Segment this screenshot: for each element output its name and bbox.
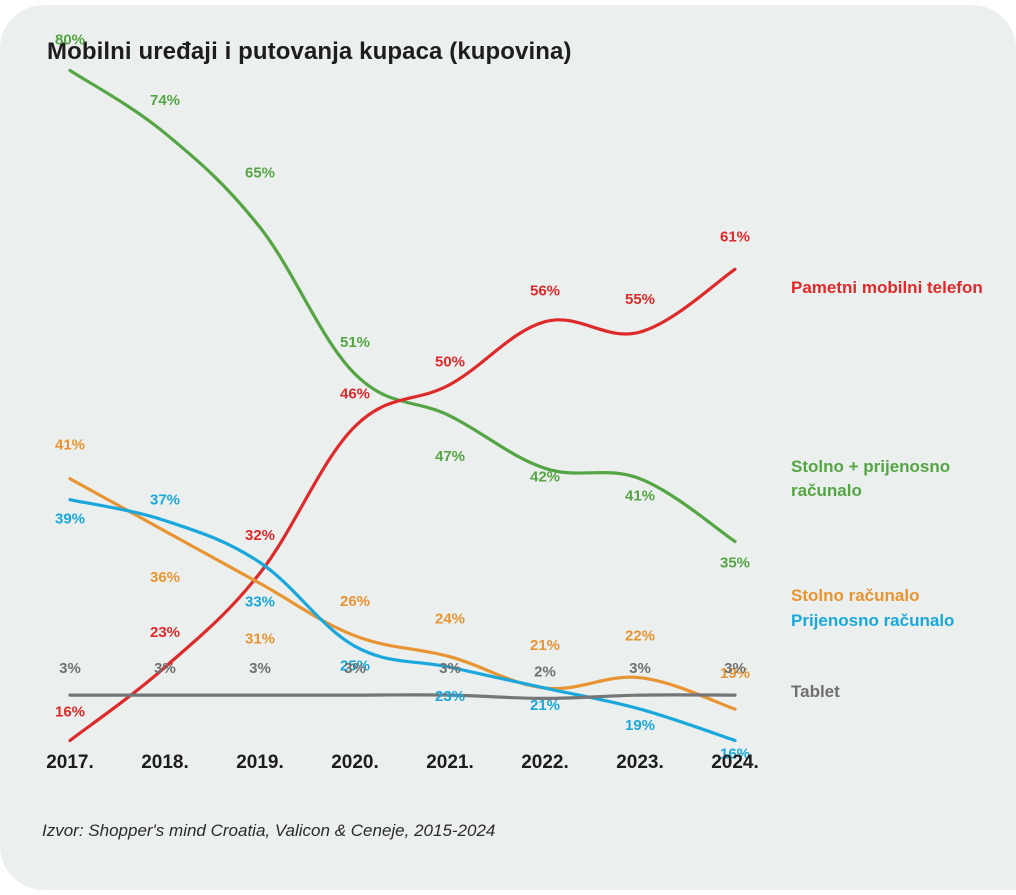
x-tick-label: 2021. — [426, 752, 474, 773]
data-label-smartphone: 55% — [625, 291, 655, 308]
data-label-desktop: 41% — [55, 437, 85, 454]
x-tick-label: 2018. — [141, 752, 189, 773]
series-line-tablet — [68, 693, 737, 701]
data-label-smartphone: 32% — [245, 527, 275, 544]
data-label-laptop: 21% — [530, 697, 560, 714]
data-label-desktop: 31% — [245, 630, 275, 647]
series-line-laptop — [68, 498, 737, 743]
x-tick-label: 2017. — [46, 752, 94, 773]
source-note: Izvor: Shopper's mind Croatia, Valicon &… — [42, 821, 496, 840]
data-label-desktop_laptop: 35% — [720, 555, 750, 572]
legend-label-desktop: Stolno računalo — [791, 586, 919, 605]
data-label-tablet: 3% — [249, 660, 271, 677]
x-tick-label: 2023. — [616, 752, 664, 773]
legend-label-tablet: Tablet — [791, 682, 840, 701]
data-label-desktop: 26% — [340, 593, 370, 610]
data-label-smartphone: 16% — [55, 703, 85, 720]
data-label-laptop: 33% — [245, 593, 275, 610]
data-label-laptop: 37% — [150, 492, 180, 509]
data-label-desktop_laptop: 65% — [245, 164, 275, 181]
data-label-laptop: 39% — [55, 511, 85, 528]
chart-title: Mobilni uređaji i putovanja kupaca (kupo… — [47, 38, 572, 65]
data-label-smartphone: 50% — [435, 354, 465, 371]
data-label-desktop_laptop: 41% — [625, 488, 655, 505]
data-label-laptop: 23% — [435, 688, 465, 705]
data-label-desktop_laptop: 51% — [340, 334, 370, 351]
legend-label-laptop: Prijenosno računalo — [791, 611, 954, 630]
data-label-smartphone: 61% — [720, 228, 750, 245]
x-tick-label: 2024. — [711, 752, 759, 773]
data-label-smartphone: 46% — [340, 385, 370, 402]
series-line-smartphone — [68, 267, 737, 743]
data-label-laptop: 25% — [340, 657, 370, 674]
data-label-tablet: 3% — [154, 660, 176, 677]
data-label-desktop_laptop: 80% — [55, 31, 85, 48]
data-label-laptop: 16% — [720, 745, 750, 762]
legend-label-desktop_laptop: Stolno + prijenosno — [791, 457, 950, 476]
series-line-desktop — [68, 477, 737, 711]
data-label-smartphone: 56% — [530, 283, 560, 300]
data-label-desktop: 19% — [720, 665, 750, 682]
x-tick-label: 2020. — [331, 752, 379, 773]
data-label-desktop: 36% — [150, 569, 180, 586]
data-label-tablet: 3% — [629, 660, 651, 677]
data-label-desktop: 21% — [530, 637, 560, 654]
value-labels: 80% 74% 65% 51% 47% 42% 41% 35% 16% 23% 32% 46% 50% 5… — [55, 31, 750, 762]
data-label-tablet: 3% — [59, 660, 81, 677]
x-tick-label: 2019. — [236, 752, 284, 773]
data-label-tablet: 3% — [344, 660, 366, 677]
data-label-tablet: 3% — [439, 660, 461, 677]
series-line-desktop_laptop — [68, 68, 737, 544]
data-label-desktop_laptop: 42% — [530, 468, 560, 485]
data-label-desktop: 24% — [435, 611, 465, 628]
data-label-tablet: 2% — [534, 663, 556, 680]
data-label-smartphone: 23% — [150, 624, 180, 641]
data-label-laptop: 19% — [625, 717, 655, 734]
data-label-desktop_laptop: 47% — [435, 448, 465, 465]
data-label-desktop: 22% — [625, 628, 655, 645]
data-label-tablet: 3% — [724, 660, 746, 677]
data-label-desktop_laptop: 74% — [150, 92, 180, 109]
legend-label-desktop_laptop: računalo — [791, 481, 862, 500]
legend-label-smartphone: Pametni mobilni telefon — [791, 278, 983, 297]
x-tick-label: 2022. — [521, 752, 569, 773]
chart-panel — [0, 5, 1016, 890]
